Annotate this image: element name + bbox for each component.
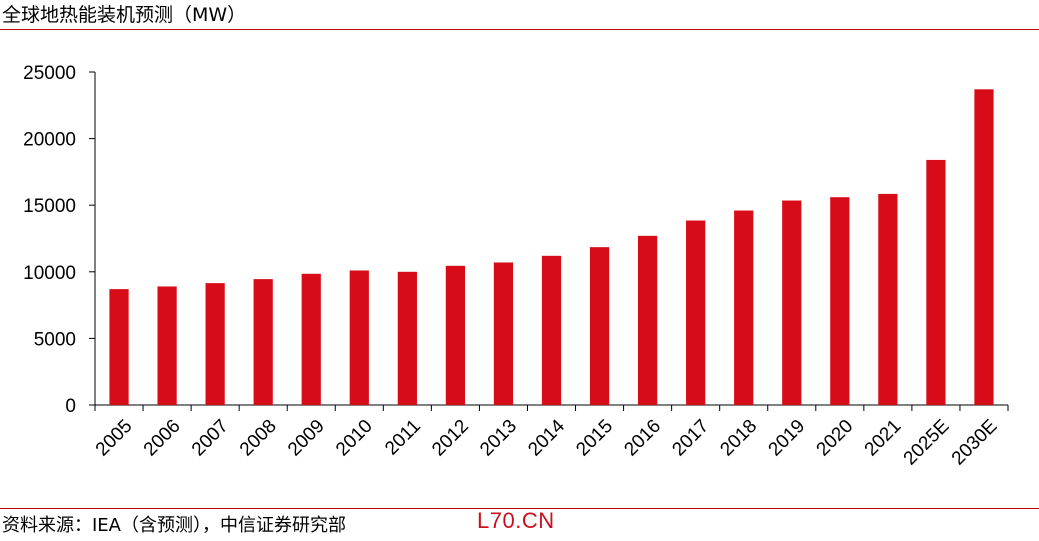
bar-2018	[734, 210, 754, 405]
source-rule	[0, 508, 1039, 509]
bar-2011	[397, 271, 417, 405]
y-axis: 0 5000 10000 15000 20000 25000	[23, 63, 96, 417]
x-tick-label: 2005	[92, 416, 137, 461]
bar-2005	[109, 289, 129, 405]
bar-2017	[686, 220, 706, 405]
bar-2015	[589, 247, 610, 405]
y-tick-label: 25000	[23, 63, 76, 84]
x-tick-label: 2030E	[948, 416, 1002, 470]
bar-2021	[878, 193, 898, 405]
bar-2014	[541, 255, 562, 405]
chart-title: 全球地热能装机预测（MW）	[2, 4, 247, 26]
x-tick-label: 2021	[861, 416, 906, 461]
bar-2008	[253, 279, 273, 405]
watermark: L70.CN	[477, 508, 555, 533]
x-tick-label: 2017	[668, 416, 713, 461]
x-tick-label: 2020	[813, 416, 858, 461]
bar-2030E	[974, 89, 994, 405]
source-note: 资料来源：IEA（含预测），中信证券研究部	[2, 515, 346, 536]
y-tick-label: 0	[65, 396, 76, 417]
y-tick-label: 10000	[23, 263, 76, 284]
x-tick-label: 2007	[188, 416, 233, 461]
bar-series	[109, 89, 994, 405]
x-tick-label: 2014	[524, 415, 569, 460]
bar-2019	[782, 200, 802, 405]
x-tick-label: 2019	[765, 416, 810, 461]
x-axis: 2005 2006 2007 2008 2009 2010 2011 2012 2013 2014…	[92, 404, 1009, 470]
x-tick-label: 2012	[428, 416, 473, 461]
x-tick-label: 2010	[332, 416, 377, 461]
bar-2012	[445, 265, 466, 405]
title-rule	[0, 29, 1039, 30]
x-tick-label: 2016	[620, 416, 665, 461]
x-tick-label: 2011	[381, 416, 425, 460]
bar-2016	[637, 235, 658, 405]
bar-2009	[301, 273, 321, 405]
y-tick-label: 5000	[34, 329, 76, 350]
x-tick-label: 2009	[284, 416, 329, 461]
bar-2010	[349, 270, 369, 405]
y-tick-label: 15000	[23, 196, 76, 217]
x-tick-label: 2013	[476, 416, 521, 461]
x-tick-label: 2006	[140, 416, 185, 461]
bar-2007	[205, 283, 225, 405]
x-tick-label: 2025E	[900, 416, 954, 470]
x-tick-label: 2018	[716, 416, 761, 461]
bar-2013	[493, 262, 514, 405]
bar-2006	[157, 286, 177, 405]
x-tick-label: 2015	[572, 416, 617, 461]
y-tick-label: 20000	[23, 130, 76, 151]
x-tick-label: 2008	[236, 416, 281, 461]
bar-2020	[830, 197, 850, 405]
bar-2025E	[926, 159, 946, 405]
